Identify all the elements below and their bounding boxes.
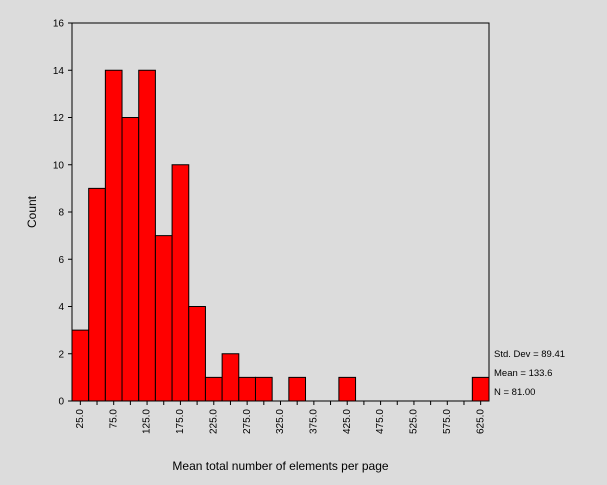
x-tick-label: 425.0 [342, 409, 353, 434]
y-tick-label: 4 [58, 302, 64, 313]
x-axis-title: Mean total number of elements per page [172, 459, 388, 473]
y-tick-label: 2 [58, 349, 64, 360]
histogram-bar [288, 376, 307, 402]
stat-n: N = 81.00 [494, 387, 535, 398]
histogram-bar [138, 69, 156, 402]
y-tick-label: 10 [53, 160, 65, 171]
histogram-bar [171, 164, 190, 402]
histogram-bar [104, 69, 123, 402]
x-tick-label: 525.0 [409, 409, 420, 434]
y-axis: 0 2 4 6 8 10 12 14 16 [53, 19, 72, 408]
stat-std-dev: Std. Dev = 89.41 [494, 349, 565, 360]
x-tick-label: 575.0 [442, 409, 453, 434]
x-tick-label: 325.0 [275, 409, 286, 434]
y-axis-title: Count [25, 195, 39, 228]
histogram-bar [238, 376, 256, 402]
histogram-bar [221, 353, 240, 402]
x-tick-label: 125.0 [142, 409, 153, 434]
histogram-bar [338, 376, 357, 402]
y-tick-label: 12 [53, 113, 65, 124]
x-tick-label: 75.0 [108, 409, 119, 429]
x-tick-label: 375.0 [309, 409, 320, 434]
y-tick-label: 0 [58, 397, 64, 408]
histogram-bar [88, 187, 106, 402]
y-tick-label: 16 [53, 19, 65, 30]
histogram-bar [154, 235, 173, 402]
histogram-bar [188, 306, 206, 402]
x-tick-label: 225.0 [208, 409, 219, 434]
x-tick-label: 175.0 [175, 409, 186, 434]
histogram-bar [71, 329, 90, 402]
x-tick-label: 25.0 [75, 409, 86, 429]
stat-mean: Mean = 133.6 [494, 368, 552, 379]
histogram-bar [121, 117, 140, 402]
x-tick-label: 275.0 [242, 409, 253, 434]
y-tick-label: 8 [58, 208, 64, 219]
histogram-bar [254, 376, 273, 402]
y-tick-label: 6 [58, 255, 64, 266]
histogram-bar [204, 376, 223, 402]
x-tick-label: 475.0 [375, 409, 386, 434]
x-tick-label: 625.0 [475, 409, 486, 434]
histogram-bar [471, 376, 490, 402]
bars-group [71, 69, 490, 402]
y-tick-label: 14 [53, 66, 65, 77]
x-axis: 25.0 75.0 125.0 175.0 225.0 275.0 325.0 375.0 42… [75, 401, 486, 434]
